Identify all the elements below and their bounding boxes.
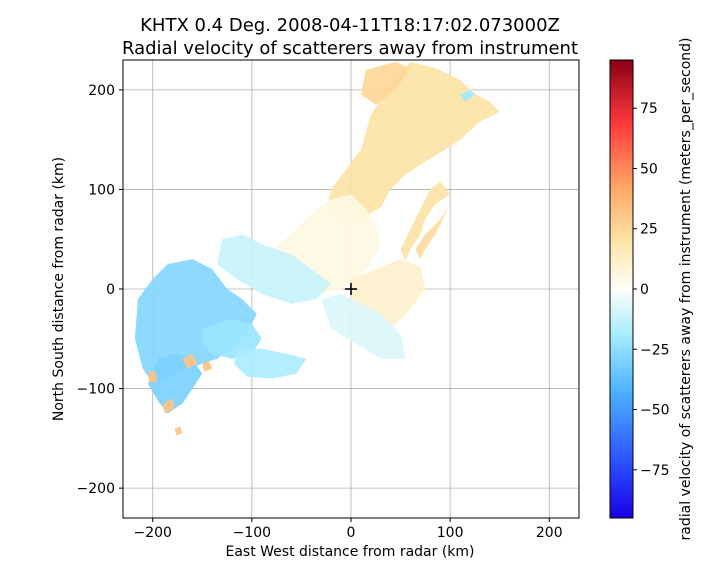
x-axis-ticks: −200 −100 0 100 200 — [134, 518, 563, 541]
colorbar-tick-label: 50 — [640, 161, 658, 177]
y-axis-ticks: −200 −100 0 100 200 — [77, 83, 123, 497]
colorbar-tick-label: −50 — [640, 403, 670, 419]
velocity-region-south-west-tail — [147, 353, 203, 414]
velocity-region-north-east-outer — [360, 62, 411, 105]
radar-location-marker — [345, 283, 357, 295]
x-tick-label: −200 — [134, 525, 172, 541]
y-tick-label: 200 — [88, 83, 115, 99]
velocity-region-north-east-band — [400, 181, 451, 262]
velocity-region-north-east — [326, 62, 500, 220]
velocity-region-central-west-band — [217, 234, 332, 304]
velocity-region-north-east-arc — [415, 204, 451, 260]
y-tick-label: −100 — [77, 382, 115, 398]
velocity-region-south-west-fold-1 — [147, 370, 158, 384]
velocity-region-south-west-fold-3 — [162, 398, 175, 414]
colorbar-tick-label: −75 — [640, 463, 670, 479]
colorbar-ticks: −75 −50 −25 0 25 50 75 — [633, 101, 670, 479]
x-tick-label: 200 — [536, 525, 563, 541]
velocity-region-south-west-fold-4 — [202, 360, 213, 372]
y-tick-label: 0 — [106, 282, 115, 298]
y-tick-label: −200 — [77, 481, 115, 497]
velocity-region-far-south-speck — [174, 426, 183, 436]
x-tick-label: 0 — [347, 525, 356, 541]
velocity-field — [134, 62, 500, 436]
colorbar-label: radial velocity of scatterers away from … — [678, 38, 694, 541]
velocity-region-south-cluster — [234, 348, 307, 379]
velocity-region-near-radar — [321, 294, 406, 359]
colorbar-tick-label: −25 — [640, 342, 670, 358]
chart-title-line-2: Radial velocity of scatterers away from … — [122, 38, 578, 59]
y-tick-label: 100 — [88, 182, 115, 198]
colorbar-tick-label: 25 — [640, 222, 658, 238]
velocity-region-north-east-cool-streak — [460, 89, 475, 102]
colorbar — [609, 59, 634, 519]
colorbar-tick-label: 0 — [640, 282, 649, 298]
chart-title-line-1: KHTX 0.4 Deg. 2008-04-11T18:17:02.073000… — [140, 15, 560, 36]
x-tick-label: −100 — [233, 525, 271, 541]
y-axis-label: North South distance from radar (km) — [51, 157, 67, 421]
x-axis-label: East West distance from radar (km) — [225, 544, 474, 560]
velocity-region-south-west-fold-2 — [182, 353, 198, 369]
x-tick-label: 100 — [437, 525, 464, 541]
colorbar-tick-label: 75 — [640, 101, 658, 117]
